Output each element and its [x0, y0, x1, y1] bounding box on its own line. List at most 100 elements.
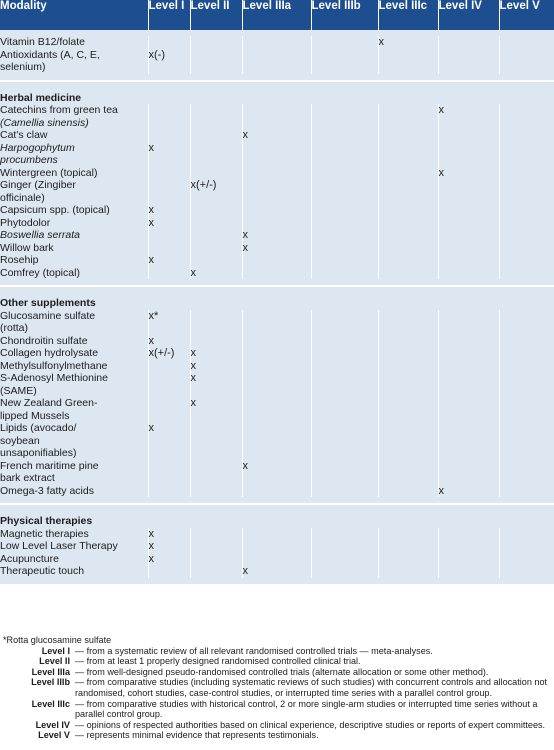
evidence-mark [498, 129, 554, 142]
evidence-mark [241, 484, 311, 497]
evidence-mark [437, 36, 499, 49]
evidence-mark [498, 104, 554, 129]
evidence-mark [498, 552, 554, 565]
evidence-mark [377, 309, 438, 335]
table-row: Glucosamine sulfate (rotta) x* [0, 309, 554, 335]
evidence-mark [377, 372, 438, 397]
section-heading: Herbal medicine [0, 87, 554, 104]
column-header: Level IV [437, 0, 499, 30]
evidence-mark [310, 241, 378, 254]
table-section: Vitamin B12/folate x Antioxidants (A, C, E… [0, 30, 554, 80]
table-row: Comfrey (topical) x [0, 266, 554, 279]
evidence-mark [377, 484, 438, 497]
evidence-mark: x [147, 216, 190, 229]
evidence-mark [241, 309, 311, 335]
evidence-mark [310, 104, 378, 129]
evidence-mark [241, 334, 311, 347]
evidence-mark [498, 372, 554, 397]
evidence-mark [310, 229, 378, 242]
evidence-mark [189, 36, 242, 49]
evidence-mark [310, 129, 378, 142]
evidence-mark [189, 241, 242, 254]
modality-cell: Cat's claw [0, 129, 148, 142]
evidence-mark [189, 48, 242, 74]
evidence-mark [310, 347, 378, 360]
evidence-mark [241, 372, 311, 397]
modality-cell: Antioxidants (A, C, E, selenium) [0, 48, 148, 74]
evidence-mark [147, 166, 190, 179]
evidence-mark [437, 527, 499, 540]
evidence-mark: x [189, 266, 242, 279]
evidence-mark [189, 422, 242, 460]
table-row: Methylsulfonylmethane x [0, 359, 554, 372]
evidence-mark [437, 459, 499, 485]
modality-cell: Collagen hydrolysate [0, 347, 148, 360]
modality-name-line: Low Level Laser Therapy [0, 540, 118, 552]
table-section: Other supplements Glucosamine sulfate (rot… [0, 285, 554, 503]
modality-name-line: selenium) [0, 61, 46, 73]
evidence-mark [189, 565, 242, 578]
evidence-mark: x [189, 372, 242, 397]
definition-text: — opinions of respected authorities base… [75, 719, 546, 730]
modality-cell: Willow bark [0, 241, 148, 254]
evidence-mark [377, 334, 438, 347]
evidence-mark [377, 540, 438, 553]
evidence-mark [189, 166, 242, 179]
column-header: Level I [147, 0, 190, 30]
evidence-mark [310, 459, 378, 485]
modality-name-line: New Zealand Green- [0, 397, 98, 409]
evidence-mark [310, 422, 378, 460]
evidence-mark [498, 309, 554, 335]
evidence-mark [498, 216, 554, 229]
table-section: Physical therapies Magnetic therapies x Low… [0, 503, 554, 584]
evidence-mark [241, 48, 311, 74]
table-row: Lipids (avocado/soybean unsaponifiables) x [0, 422, 554, 460]
evidence-mark [377, 129, 438, 142]
modality-name-line: (rotta) [0, 322, 29, 334]
evidence-mark [498, 565, 554, 578]
evidence-mark [189, 459, 242, 485]
evidence-mark [189, 129, 242, 142]
modality-name-line: officinale) [0, 191, 45, 204]
evidence-mark: x [437, 484, 499, 497]
modality-cell: Catechins from green tea (Camellia sinens… [0, 104, 148, 129]
evidence-mark: x [147, 141, 190, 167]
column-header: Level IIIa [241, 0, 311, 30]
evidence-mark: x(-) [147, 48, 190, 74]
evidence-mark [310, 309, 378, 335]
definition-item: Level I — from a systematic review of all… [0, 646, 554, 657]
evidence-mark: x [147, 334, 190, 347]
evidence-mark [241, 179, 311, 204]
evidence-mark: x [241, 459, 311, 485]
evidence-mark [147, 179, 190, 204]
table-row: French maritime pine bark extract x [0, 459, 554, 485]
table-row: S-Adenosyl Methionine (SAME) x [0, 372, 554, 397]
evidence-mark [377, 204, 438, 217]
table-footer: *Rotta glucosamine sulfate Level I — from… [0, 635, 554, 741]
evidence-mark: x [147, 422, 190, 460]
evidence-mark: x [377, 36, 438, 49]
evidence-mark [437, 372, 499, 397]
modality-name-line: Willow bark [0, 241, 54, 254]
table-row: Catechins from green tea (Camellia sinens… [0, 104, 554, 129]
modality-cell: French maritime pine bark extract [0, 459, 148, 485]
evidence-mark [310, 359, 378, 372]
modality-cell: New Zealand Green-lipped Mussels [0, 397, 148, 422]
evidence-mark [147, 565, 190, 578]
modality-cell: Methylsulfonylmethane [0, 359, 148, 372]
evidence-mark [437, 204, 499, 217]
modality-cell: Therapeutic touch [0, 565, 148, 578]
evidence-mark [241, 527, 311, 540]
evidence-mark [310, 565, 378, 578]
modality-cell: Comfrey (topical) [0, 266, 148, 279]
evidence-mark [498, 179, 554, 204]
modality-name-line: French maritime pine [0, 459, 99, 472]
evidence-mark [377, 565, 438, 578]
evidence-mark [147, 397, 190, 422]
modality-name-line: Wintergreen (topical) [0, 166, 98, 179]
table-row: Vitamin B12/folate x [0, 36, 554, 49]
modality-cell: Vitamin B12/folate [0, 36, 148, 49]
evidence-mark: x(+/-) [147, 347, 190, 360]
definition-item: Level IV — opinions of respected authorit… [0, 720, 554, 731]
evidence-mark [310, 527, 378, 540]
